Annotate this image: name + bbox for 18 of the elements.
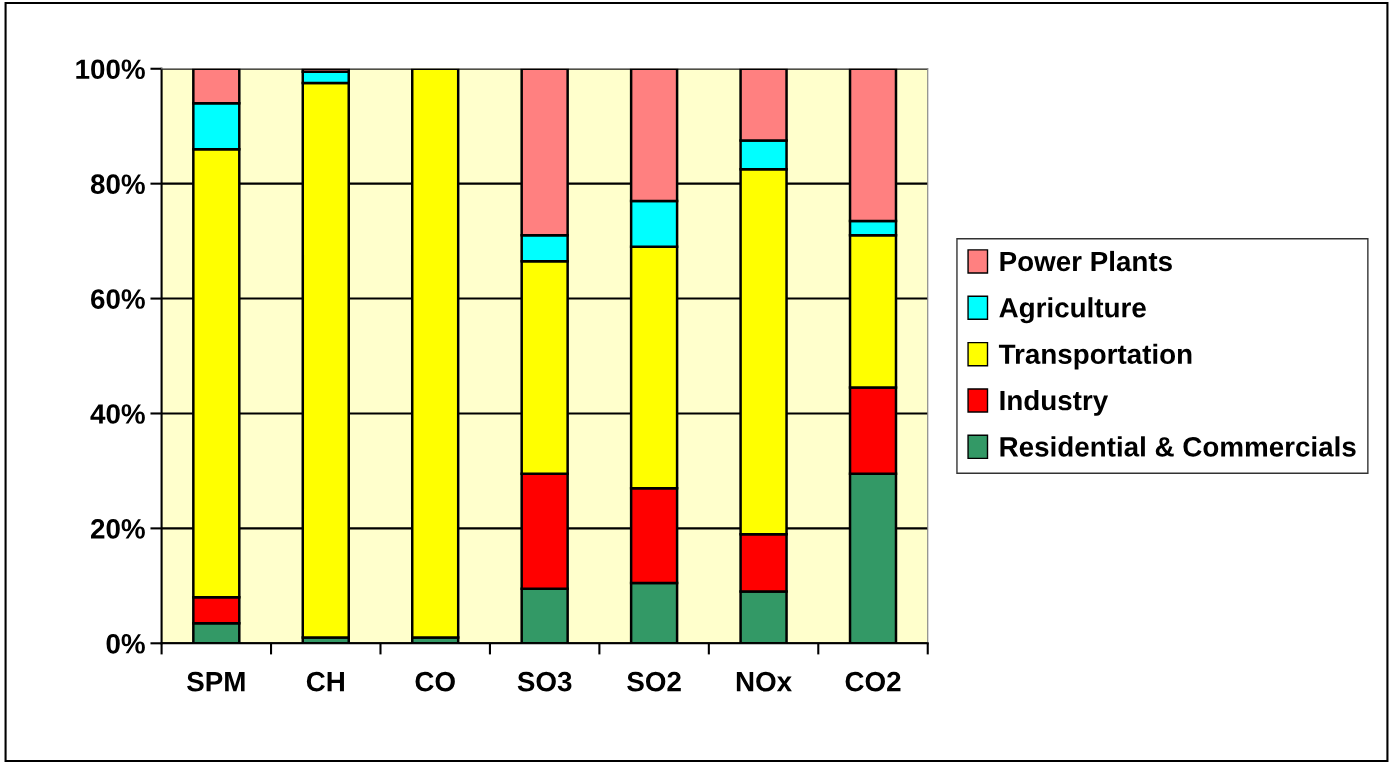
x-tick-label: CH <box>306 671 344 692</box>
legend-label: Power Plants <box>1000 250 1172 272</box>
legend-label: Residential & Commercials <box>1000 436 1356 457</box>
x-tick-label: SPM <box>187 671 245 692</box>
y-tick-label: 0% <box>106 633 145 654</box>
y-tick-label: 40% <box>90 404 145 424</box>
y-tick-label: 60% <box>91 289 145 309</box>
y-tick-label: 100% <box>76 59 145 80</box>
legend-label: Agriculture <box>999 297 1146 324</box>
legend-label: Transportation <box>998 343 1192 370</box>
x-tick-label: CO2 <box>845 671 901 692</box>
y-tick-label: 20% <box>90 519 145 539</box>
legend-label: Industry <box>1000 389 1109 416</box>
x-tick-label: CO <box>415 671 455 692</box>
x-tick-label: SO3 <box>517 671 572 692</box>
y-tick-label: 80% <box>90 174 145 194</box>
x-tick-label: SO2 <box>627 671 681 692</box>
x-tick-label: NOx <box>736 671 792 692</box>
